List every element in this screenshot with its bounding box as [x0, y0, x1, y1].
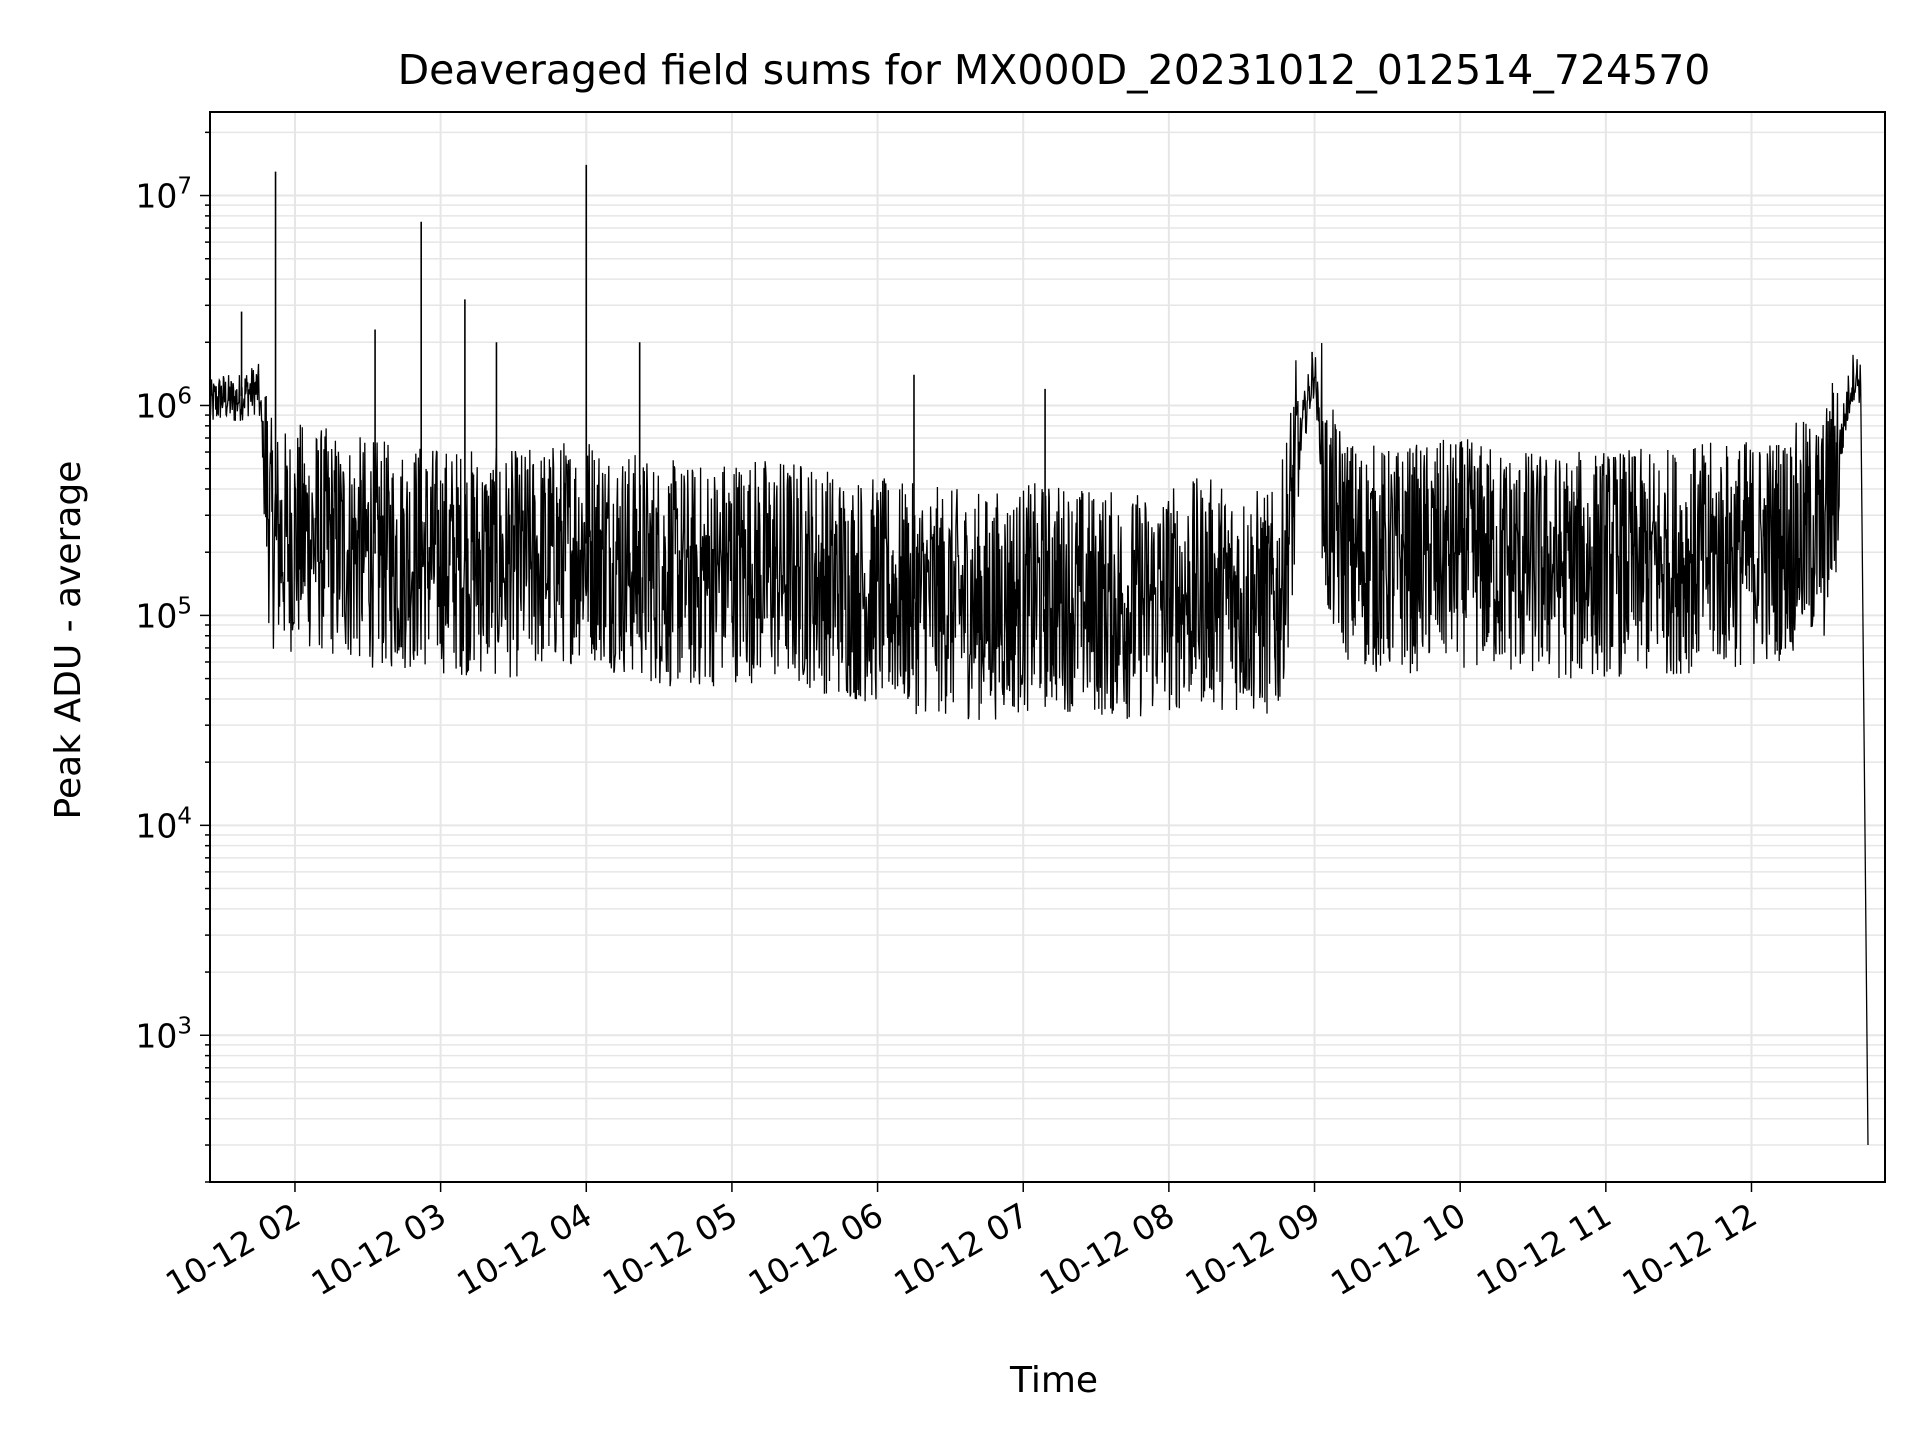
y-tick-label: 107: [135, 174, 192, 216]
plot-frame: [209, 111, 1886, 1183]
y-tick-label: 106: [135, 383, 192, 425]
grid: [210, 112, 1885, 1183]
y-tick-label: 104: [135, 803, 192, 845]
series-layer: [209, 164, 1869, 1146]
x-axis-label: Time: [1009, 1360, 1098, 1401]
chart-title: Deaveraged field sums for MX000D_2023101…: [398, 46, 1711, 94]
y-axis-label: Peak ADU - average: [48, 461, 89, 820]
series-line: [209, 342, 1869, 1146]
y-tick-label: 105: [135, 593, 192, 635]
y-tick-label: 103: [135, 1013, 192, 1055]
